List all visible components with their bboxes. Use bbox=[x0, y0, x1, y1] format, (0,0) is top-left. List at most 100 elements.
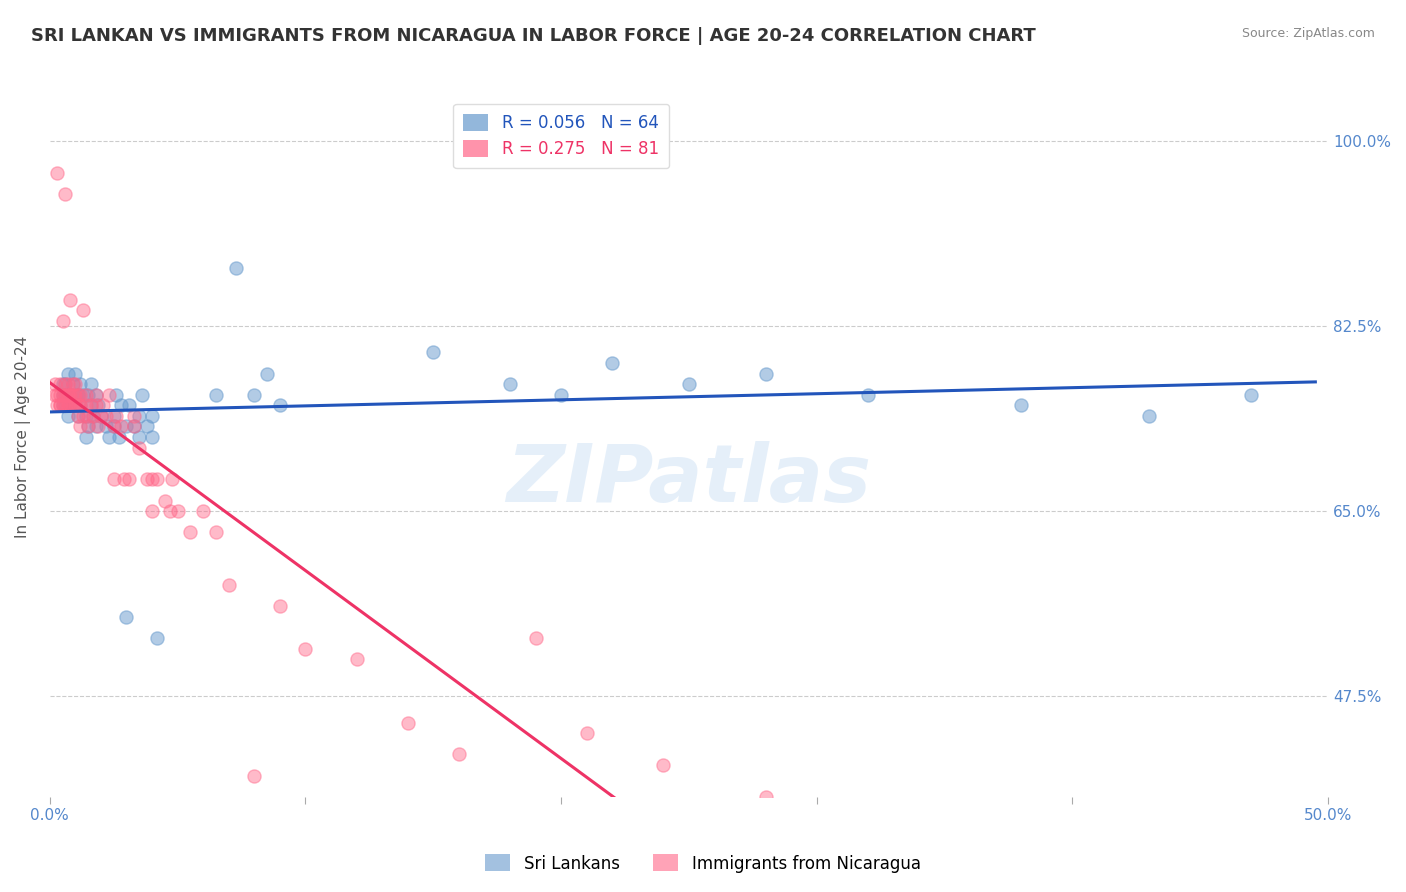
Point bbox=[51, 398, 73, 412]
Point bbox=[69, 398, 91, 412]
Point bbox=[118, 472, 141, 486]
Point bbox=[135, 419, 157, 434]
Point bbox=[97, 430, 120, 444]
Point bbox=[179, 525, 201, 540]
Point bbox=[550, 388, 572, 402]
Point bbox=[77, 419, 100, 434]
Point bbox=[600, 356, 623, 370]
Point bbox=[84, 398, 107, 412]
Point bbox=[82, 409, 104, 423]
Point bbox=[118, 398, 141, 412]
Point bbox=[69, 377, 91, 392]
Point bbox=[103, 472, 125, 486]
Point bbox=[146, 631, 169, 645]
Point bbox=[128, 441, 150, 455]
Point bbox=[97, 388, 120, 402]
Point bbox=[218, 578, 240, 592]
Point bbox=[51, 388, 73, 402]
Point bbox=[56, 398, 79, 412]
Point bbox=[53, 186, 76, 201]
Point bbox=[65, 377, 87, 392]
Point bbox=[191, 504, 214, 518]
Point bbox=[112, 472, 135, 486]
Point bbox=[56, 388, 79, 402]
Point bbox=[225, 260, 247, 275]
Point bbox=[53, 388, 76, 402]
Point bbox=[84, 419, 107, 434]
Point bbox=[115, 610, 138, 624]
Point bbox=[66, 409, 89, 423]
Point bbox=[1240, 388, 1263, 402]
Point bbox=[65, 398, 87, 412]
Point bbox=[87, 398, 110, 412]
Point bbox=[115, 419, 138, 434]
Point bbox=[59, 293, 82, 307]
Point bbox=[56, 377, 79, 392]
Point bbox=[75, 409, 97, 423]
Point bbox=[652, 758, 675, 772]
Point bbox=[856, 388, 879, 402]
Point bbox=[162, 472, 184, 486]
Point bbox=[755, 367, 778, 381]
Point bbox=[256, 367, 278, 381]
Point bbox=[56, 409, 79, 423]
Point bbox=[103, 419, 125, 434]
Point bbox=[51, 377, 73, 392]
Point bbox=[269, 599, 291, 614]
Point bbox=[110, 419, 132, 434]
Point bbox=[77, 388, 100, 402]
Point bbox=[131, 388, 153, 402]
Point bbox=[269, 398, 291, 412]
Point bbox=[90, 409, 112, 423]
Point bbox=[75, 388, 97, 402]
Point bbox=[159, 504, 181, 518]
Point bbox=[1010, 398, 1032, 412]
Point bbox=[110, 398, 132, 412]
Point bbox=[62, 388, 84, 402]
Text: ZIPatlas: ZIPatlas bbox=[506, 442, 872, 519]
Point bbox=[94, 409, 117, 423]
Point bbox=[79, 398, 101, 412]
Point bbox=[141, 472, 163, 486]
Point bbox=[103, 419, 125, 434]
Point bbox=[72, 388, 94, 402]
Point bbox=[44, 388, 66, 402]
Point bbox=[499, 377, 522, 392]
Point bbox=[59, 398, 82, 412]
Point bbox=[105, 409, 128, 423]
Point bbox=[69, 398, 91, 412]
Point bbox=[66, 388, 89, 402]
Point bbox=[243, 388, 266, 402]
Point bbox=[1137, 409, 1160, 423]
Text: Source: ZipAtlas.com: Source: ZipAtlas.com bbox=[1241, 27, 1375, 40]
Point bbox=[66, 388, 89, 402]
Point bbox=[72, 409, 94, 423]
Point bbox=[79, 398, 101, 412]
Point bbox=[59, 388, 82, 402]
Point bbox=[62, 377, 84, 392]
Point bbox=[62, 377, 84, 392]
Point bbox=[141, 409, 163, 423]
Point bbox=[447, 747, 470, 762]
Point bbox=[128, 430, 150, 444]
Point bbox=[59, 398, 82, 412]
Point bbox=[575, 726, 598, 740]
Point bbox=[141, 430, 163, 444]
Point bbox=[66, 398, 89, 412]
Point bbox=[51, 314, 73, 328]
Point bbox=[53, 398, 76, 412]
Point bbox=[69, 388, 91, 402]
Point bbox=[77, 419, 100, 434]
Legend: Sri Lankans, Immigrants from Nicaragua: Sri Lankans, Immigrants from Nicaragua bbox=[479, 847, 927, 880]
Point bbox=[59, 388, 82, 402]
Point bbox=[49, 377, 72, 392]
Point bbox=[243, 768, 266, 782]
Point bbox=[46, 388, 69, 402]
Legend: R = 0.056   N = 64, R = 0.275   N = 81: R = 0.056 N = 64, R = 0.275 N = 81 bbox=[453, 103, 669, 169]
Point bbox=[65, 388, 87, 402]
Point bbox=[49, 398, 72, 412]
Point bbox=[82, 409, 104, 423]
Point bbox=[422, 345, 444, 359]
Point bbox=[84, 388, 107, 402]
Point bbox=[755, 789, 778, 804]
